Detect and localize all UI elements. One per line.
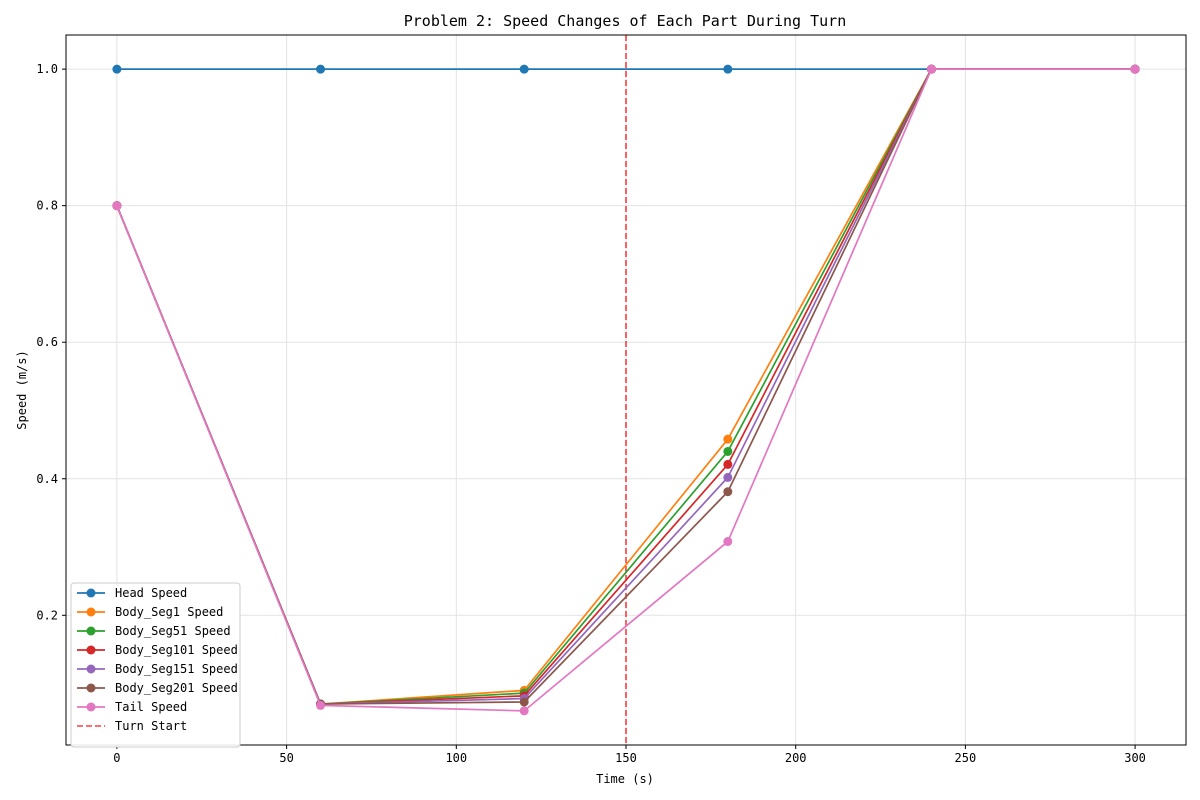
legend-label: Body_Seg1 Speed xyxy=(115,605,223,619)
legend: Head Speed Body_Seg1 Speed Body_Seg51 Spee… xyxy=(70,582,241,748)
legend-item: Body_Seg101 Speed xyxy=(77,643,238,657)
legend-label: Body_Seg51 Speed xyxy=(115,624,231,638)
legend-label: Head Speed xyxy=(115,586,187,600)
y-tick-label: 0.6 xyxy=(36,335,58,349)
y-tick-label: 1.0 xyxy=(36,62,58,76)
legend-box xyxy=(70,582,241,748)
y-tick-label: 0.2 xyxy=(36,608,58,622)
y-tick-label: 0.4 xyxy=(36,472,58,486)
data-point xyxy=(519,706,529,716)
x-tick-label: 50 xyxy=(279,751,293,765)
data-point xyxy=(316,64,326,74)
legend-label: Body_Seg151 Speed xyxy=(115,662,238,676)
legend-label: Tail Speed xyxy=(115,700,187,714)
x-tick-label: 150 xyxy=(615,751,637,765)
x-tick-label: 300 xyxy=(1124,751,1146,765)
axis-ticks: 0 50 100 150 200 250 300 0.2 0.4 0.6 0.8 1.0 xyxy=(36,62,1146,765)
legend-item: Head Speed xyxy=(77,586,187,600)
legend-item: Body_Seg1 Speed xyxy=(77,605,223,619)
legend-marker xyxy=(86,588,96,598)
legend-marker xyxy=(86,645,96,655)
legend-item: Turn Start xyxy=(77,719,187,733)
data-point xyxy=(519,697,529,707)
legend-label: Turn Start xyxy=(115,719,187,733)
legend-marker xyxy=(86,664,96,674)
legend-marker xyxy=(86,626,96,636)
legend-marker xyxy=(86,607,96,617)
data-point xyxy=(723,472,733,482)
data-point xyxy=(112,201,122,211)
legend-item: Body_Seg201 Speed xyxy=(77,681,238,695)
series-line xyxy=(116,68,1136,712)
data-point xyxy=(723,446,733,456)
data-point xyxy=(316,700,326,710)
legend-label: Body_Seg101 Speed xyxy=(115,643,238,657)
data-point xyxy=(723,487,733,497)
data-point xyxy=(926,64,936,74)
x-axis-label: Time (s) xyxy=(596,772,654,786)
x-tick-label: 250 xyxy=(955,751,977,765)
legend-marker xyxy=(86,683,96,693)
legend-label: Body_Seg201 Speed xyxy=(115,681,238,695)
data-point xyxy=(1130,64,1140,74)
data-point xyxy=(112,64,122,74)
data-point xyxy=(723,434,733,444)
y-tick-label: 0.8 xyxy=(36,199,58,213)
data-point xyxy=(519,64,529,74)
chart-title: Problem 2: Speed Changes of Each Part Du… xyxy=(404,12,847,30)
data-point xyxy=(723,459,733,469)
series-6 xyxy=(112,64,1140,716)
x-tick-label: 0 xyxy=(113,751,120,765)
data-point xyxy=(723,64,733,74)
legend-marker xyxy=(86,702,96,712)
legend-item: Tail Speed xyxy=(77,700,187,714)
data-point xyxy=(723,537,733,547)
legend-item: Body_Seg151 Speed xyxy=(77,662,238,676)
x-tick-label: 200 xyxy=(785,751,807,765)
series-layer xyxy=(112,64,1140,716)
legend-item: Body_Seg51 Speed xyxy=(77,624,231,638)
x-tick-label: 100 xyxy=(445,751,467,765)
y-axis-label: Speed (m/s) xyxy=(15,350,29,429)
